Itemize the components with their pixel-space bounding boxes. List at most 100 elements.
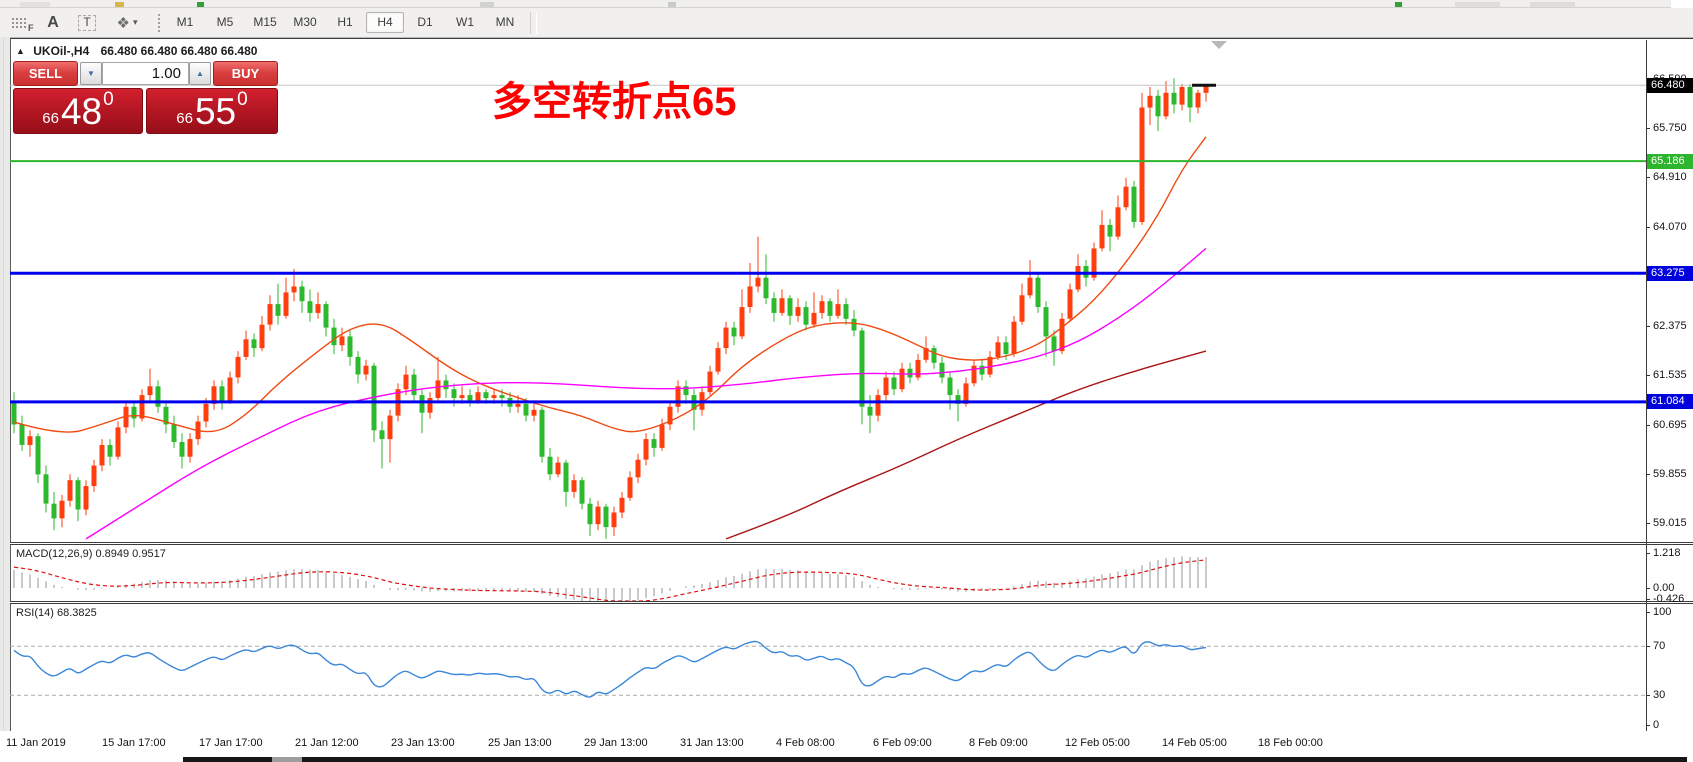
macd-tick-label: 0.00 [1653,582,1675,594]
sell-price-sup: 0 [103,89,114,110]
toolbar: F A T ❖ ▾ M1 M5 M15 M30 H1 H4 D1 W1 MN [0,8,1693,38]
time-label: 11 Jan 2019 [6,737,66,749]
price-axis[interactable]: 66.59065.75064.91064.07062.37561.53560.6… [1646,40,1693,732]
price-tick-label: 59.015 [1653,517,1687,529]
taskbar-edge [183,757,1687,762]
sell-button[interactable]: SELL [13,61,78,86]
buy-price-prefix: 66 [176,110,193,127]
time-label: 23 Jan 13:00 [391,737,455,749]
price-badge: 63.275 [1647,266,1693,281]
toolbar-sliver [115,2,124,7]
toolbar-sliver [668,2,676,7]
rsi-tick-label: 0 [1653,719,1660,731]
chevron-down-icon: ▾ [132,17,138,27]
scrollbar-thumb[interactable] [272,757,302,762]
price-tick-label: 64.910 [1653,171,1687,183]
volume-increase-button[interactable]: ▲ [189,62,211,85]
timeframe-button-M1[interactable]: M1 [176,15,194,29]
macd-rsi-divider[interactable] [10,601,1693,604]
toolbar-drag-handle[interactable] [157,12,161,33]
toolbar-sliver [197,2,204,7]
rsi-tick [1646,695,1650,696]
main-macd-divider[interactable] [10,542,1693,545]
time-label: 18 Feb 00:00 [1258,737,1323,749]
rsi-tick-label: 70 [1653,640,1666,652]
timeframe-button-W1[interactable]: W1 [456,15,474,29]
price-tick [1646,474,1650,475]
timeframe-button-M5[interactable]: M5 [216,15,234,29]
shapes-icon[interactable]: ❖ ▾ [116,14,138,32]
time-label: 21 Jan 12:00 [295,737,359,749]
price-tick-label: 65.750 [1653,122,1687,134]
buy-price-big: 55 [194,91,237,132]
sell-price-big: 48 [60,91,103,132]
price-badge: 66.480 [1647,78,1693,93]
macd-tick-label: -0.426 [1653,593,1685,605]
macd-tick [1646,588,1650,589]
macd-tick [1646,599,1650,600]
rsi-tick-label: 30 [1653,689,1666,701]
price-badge: 61.084 [1647,394,1693,409]
macd-tick [1646,553,1650,554]
price-tick [1646,177,1650,178]
buy-button[interactable]: BUY [213,61,278,86]
price-tick-label: 61.535 [1653,369,1687,381]
time-label: 4 Feb 08:00 [776,737,835,749]
rsi-tick [1646,612,1650,613]
rsi-tick [1646,646,1650,647]
time-label: 17 Jan 17:00 [199,737,263,749]
price-axis-border [1646,40,1647,731]
time-label: 8 Feb 09:00 [969,737,1028,749]
ohlc-values: 66.480 66.480 66.480 66.480 [100,44,258,58]
toolbar-sliver [20,2,50,7]
symbol-name: UKOil-,H4 [33,44,90,58]
sell-price-prefix: 66 [42,110,59,127]
sell-price-tile[interactable]: 66 48 0 [13,88,143,134]
rsi-tick [1646,725,1650,726]
price-tick [1646,326,1650,327]
text-box-icon[interactable]: T [72,11,102,35]
price-tick [1646,227,1650,228]
price-tick [1646,128,1650,129]
toolbar-separator [530,11,537,34]
chart-text-annotation[interactable]: 多空转折点65 [492,80,737,124]
toolbar-sliver [480,2,494,7]
timeframe-button-M30[interactable]: M30 [293,15,317,29]
timeframe-button-D1[interactable]: D1 [417,15,433,29]
time-label: 15 Jan 17:00 [102,737,166,749]
price-tick-label: 60.695 [1653,419,1687,431]
price-tick [1646,375,1650,376]
macd-tick-label: 1.218 [1653,547,1681,559]
volume-decrease-button[interactable]: ▼ [80,62,102,85]
price-badge: 65.186 [1647,154,1693,169]
time-label: 29 Jan 13:00 [584,737,648,749]
buy-price-sup: 0 [237,89,248,110]
price-tick [1646,523,1650,524]
timeframe-button-H4[interactable]: H4 [366,12,404,33]
indicator-grid-icon[interactable]: F [4,11,34,35]
chart-window [10,38,1693,756]
timeframe-button-MN[interactable]: MN [495,15,515,29]
symbol-header: ▲ UKOil-,H4 66.480 66.480 66.480 66.480 [16,44,257,58]
one-click-trading-panel: SELL ▼ ▲ BUY 66 48 0 66 55 0 [13,61,278,134]
price-tick-label: 64.070 [1653,221,1687,233]
collapse-arrow-icon[interactable]: ▲ [16,46,25,56]
time-label: 6 Feb 09:00 [873,737,932,749]
candlestick-chart[interactable] [10,40,1646,732]
price-tick-label: 62.375 [1653,320,1687,332]
timeframe-button-H1[interactable]: H1 [337,15,353,29]
text-label-icon[interactable]: A [47,13,59,31]
time-axis[interactable]: 11 Jan 2019 15 Jan 17:00 17 Jan 17:00 21 Ja… [0,731,1693,756]
toolbar-sliver [1395,2,1402,7]
cropped-toolbar-strip [0,0,1671,8]
price-tick [1646,425,1650,426]
buy-price-tile[interactable]: 66 55 0 [146,88,278,134]
timeframe-group: M1 M5 M15 M30 H1 H4 D1 W1 MN [166,12,524,33]
timeframe-button-M15[interactable]: M15 [253,15,277,29]
rsi-label: RSI(14) 68.3825 [16,607,97,619]
volume-input[interactable] [102,62,189,85]
time-label: 31 Jan 13:00 [680,737,744,749]
price-tick-label: 59.855 [1653,468,1687,480]
time-label: 12 Feb 05:00 [1065,737,1130,749]
